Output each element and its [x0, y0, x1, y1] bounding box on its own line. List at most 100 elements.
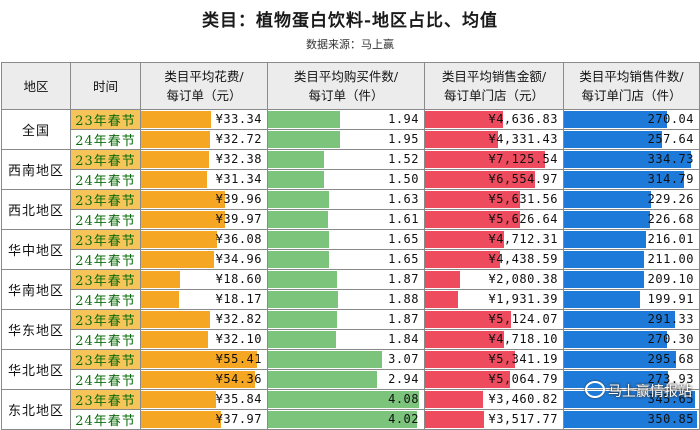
spend-value: ¥32.10 [215, 332, 262, 346]
sales-value: ¥6,554.97 [488, 172, 558, 186]
spend-value: ¥33.34 [215, 112, 262, 126]
region-cell: 全国 [1, 109, 71, 150]
period-cell: 24年春节 [70, 329, 141, 350]
sales-value: ¥4,636.83 [488, 112, 558, 126]
qty-value: 1.88 [388, 292, 419, 306]
sales-value: ¥4,438.59 [488, 252, 558, 266]
qty-cell: 1.65 [267, 249, 425, 270]
table-row: 24年春节 ¥31.34 1.50 ¥6,554.97 314.79 [2, 169, 700, 190]
page-title: 类目：植物蛋白饮料-地区占比、均值 [201, 11, 499, 31]
spend-cell: ¥32.82 [140, 309, 268, 330]
qty-value: 1.50 [388, 172, 419, 186]
spend-bar [141, 191, 225, 208]
qty-bar [268, 291, 338, 308]
units-value: 270.30 [647, 332, 694, 346]
weibo-icon [585, 381, 605, 398]
qty-bar [268, 211, 328, 228]
sales-value: ¥1,931.39 [488, 292, 558, 306]
sales-value: ¥2,080.38 [488, 272, 558, 286]
spend-bar [141, 171, 207, 188]
sales-value: ¥3,517.77 [488, 412, 558, 426]
region-cell: 东北地区 [1, 389, 71, 430]
qty-value: 1.84 [388, 332, 419, 346]
period-cell: 23年春节 [70, 189, 141, 210]
sales-bar [425, 411, 485, 428]
period-cell: 23年春节 [70, 229, 141, 250]
spend-value: ¥18.60 [215, 272, 262, 286]
spend-value: ¥37.97 [215, 412, 262, 426]
qty-cell: 3.07 [267, 349, 425, 370]
units-cell: 295.68 [563, 349, 700, 370]
period-cell: 23年春节 [70, 389, 141, 410]
sales-value: ¥4,331.43 [488, 132, 558, 146]
region-cell: 华东地区 [1, 309, 71, 350]
sales-bar [425, 131, 498, 148]
spend-value: ¥39.96 [215, 192, 262, 206]
spend-cell: ¥36.08 [140, 229, 268, 250]
sales-cell: ¥4,636.83 [424, 109, 564, 130]
units-bar [564, 311, 675, 328]
units-value: 211.00 [647, 252, 694, 266]
spend-value: ¥32.72 [215, 132, 262, 146]
spend-bar [141, 151, 210, 168]
sales-bar [425, 251, 500, 268]
qty-bar [268, 191, 329, 208]
period-cell: 24年春节 [70, 169, 141, 190]
spend-bar [141, 391, 217, 408]
sales-cell: ¥4,712.31 [424, 229, 564, 250]
qty-cell: 1.52 [267, 149, 425, 170]
spend-cell: ¥39.97 [140, 209, 268, 230]
spend-value: ¥32.82 [215, 312, 262, 326]
units-value: 226.68 [647, 212, 694, 226]
sales-cell: ¥7,125.54 [424, 149, 564, 170]
units-cell: 216.01 [563, 229, 700, 250]
sales-bar [425, 271, 461, 288]
sales-bar [425, 351, 515, 368]
qty-value: 2.94 [388, 372, 419, 386]
qty-value: 1.61 [388, 212, 419, 226]
qty-bar [268, 311, 338, 328]
qty-bar [268, 151, 325, 168]
period-cell: 24年春节 [70, 249, 141, 270]
header-period: 时间 [70, 62, 141, 110]
sales-cell: ¥4,718.10 [424, 329, 564, 350]
units-bar [564, 251, 645, 268]
sales-value: ¥5,124.07 [488, 312, 558, 326]
qty-bar [268, 251, 330, 268]
sales-bar [425, 291, 458, 308]
table-row: 24年春节 ¥37.97 4.02 ¥3,517.77 350.85 [2, 409, 700, 430]
qty-bar [268, 371, 378, 388]
qty-value: 1.65 [388, 232, 419, 246]
units-value: 270.04 [647, 112, 694, 126]
data-table: 地区 时间 类目平均花费/每订单（元） 类目平均购买件数/每订单（件） 类目平均… [1, 62, 700, 430]
sales-cell: ¥3,517.77 [424, 409, 564, 430]
sales-value: ¥5,631.56 [488, 192, 558, 206]
header-avg-sales: 类目平均销售金额/每订单门店（元） [424, 62, 564, 110]
units-cell: 199.91 [563, 289, 700, 310]
spend-value: ¥31.34 [215, 172, 262, 186]
units-value: 257.64 [647, 132, 694, 146]
sales-value: ¥5,064.79 [488, 372, 558, 386]
table-row: 24年春节 ¥34.96 1.65 ¥4,438.59 211.00 [2, 249, 700, 270]
qty-value: 4.08 [388, 392, 419, 406]
sales-value: ¥5,341.19 [488, 352, 558, 366]
spend-value: ¥54.36 [215, 372, 262, 386]
units-bar [564, 191, 652, 208]
qty-cell: 1.61 [267, 209, 425, 230]
spend-cell: ¥54.36 [140, 369, 268, 390]
region-cell: 西北地区 [1, 189, 71, 230]
spend-bar [141, 351, 258, 368]
qty-cell: 1.87 [267, 309, 425, 330]
header-avg-qty: 类目平均购买件数/每订单（件） [267, 62, 425, 110]
qty-cell: 4.08 [267, 389, 425, 410]
units-value: 273.93 [647, 372, 694, 386]
qty-cell: 4.02 [267, 409, 425, 430]
qty-value: 4.02 [388, 412, 419, 426]
sales-bar [425, 191, 520, 208]
spend-bar [141, 331, 209, 348]
units-value: 199.91 [647, 292, 694, 306]
spend-cell: ¥39.96 [140, 189, 268, 210]
qty-cell: 1.94 [267, 109, 425, 130]
units-cell: 226.68 [563, 209, 700, 230]
period-cell: 23年春节 [70, 309, 141, 330]
